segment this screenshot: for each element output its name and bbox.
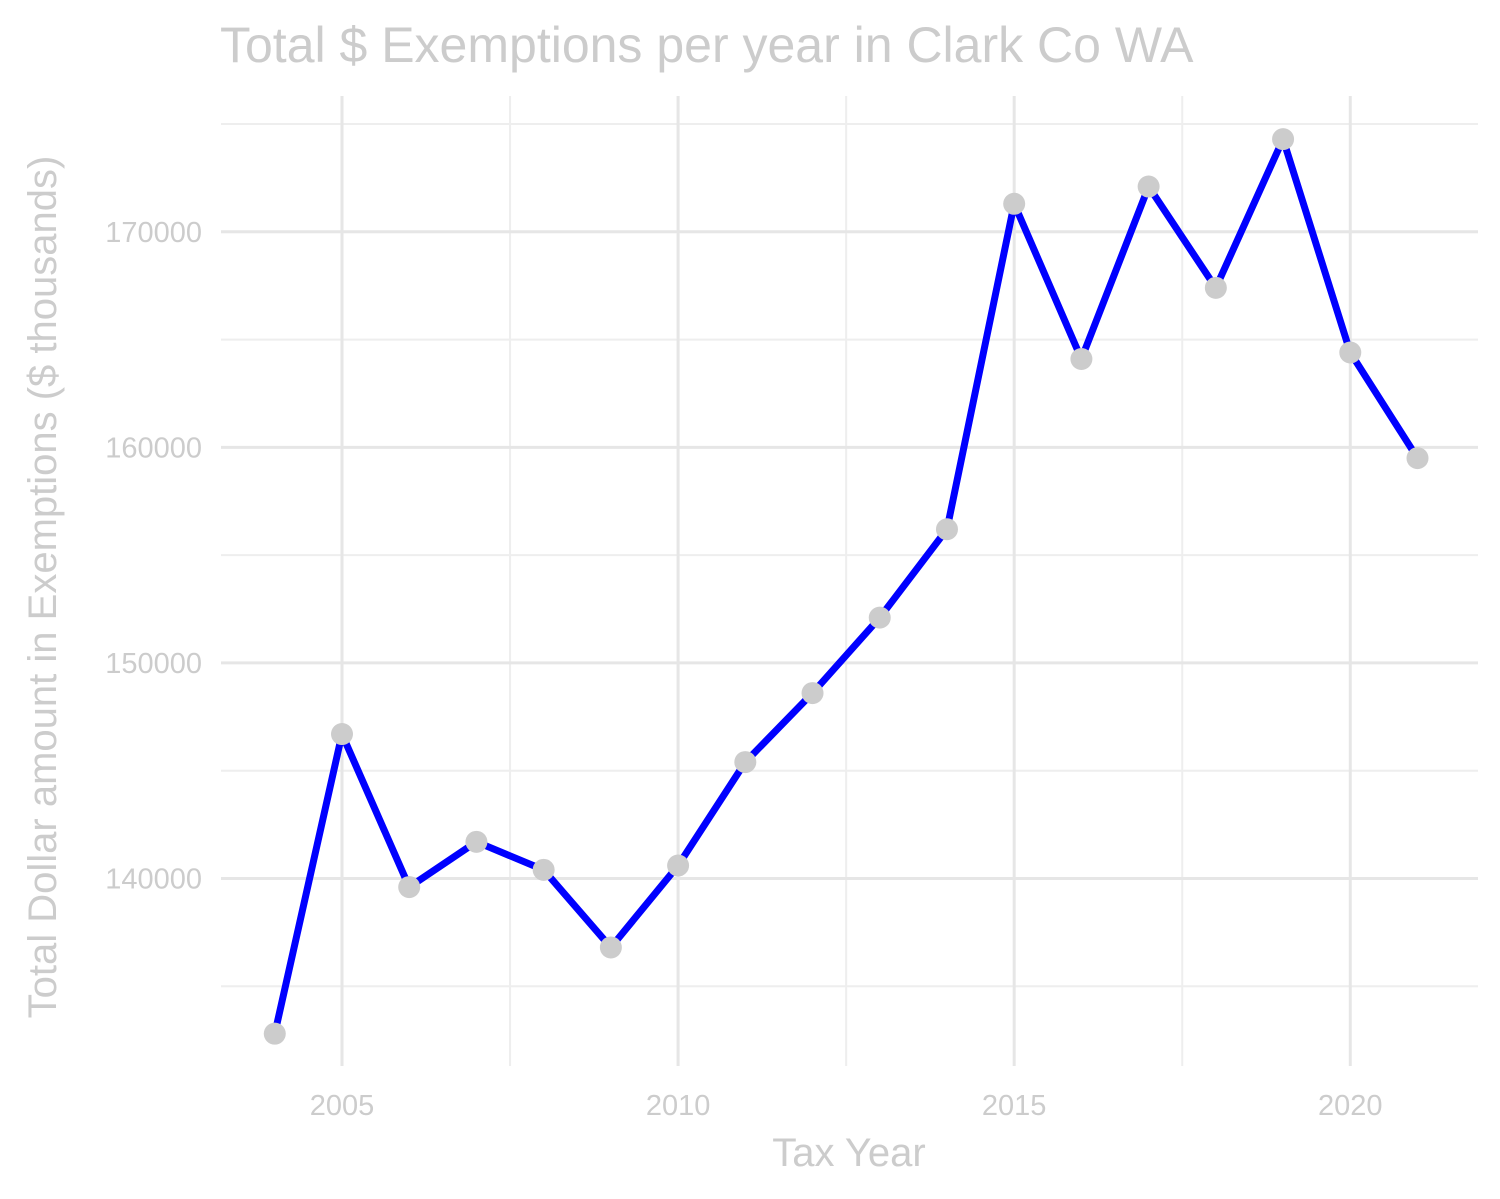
data-point <box>1137 175 1160 198</box>
series-line <box>271 135 1422 1038</box>
data-point <box>599 936 622 959</box>
y-tick-label: 140000 <box>105 863 202 895</box>
data-point <box>1406 447 1429 470</box>
grid <box>221 96 1478 1066</box>
y-axis-ticks: 140000 150000 160000 170000 <box>105 217 202 896</box>
data-point <box>1204 276 1227 299</box>
x-tick-label: 2020 <box>1318 1090 1383 1122</box>
y-tick-label: 170000 <box>105 217 202 249</box>
data-point <box>1339 341 1362 364</box>
data-point <box>465 830 488 853</box>
data-point <box>801 682 824 705</box>
data-points <box>263 128 1429 1045</box>
data-point <box>330 723 353 746</box>
data-point <box>868 606 891 629</box>
data-point <box>935 518 958 541</box>
x-tick-label: 2015 <box>982 1090 1047 1122</box>
y-tick-label: 160000 <box>105 432 202 464</box>
chart-title: Total $ Exemptions per year in Clark Co … <box>220 17 1194 73</box>
data-point <box>398 876 421 899</box>
data-point <box>1003 192 1026 215</box>
data-point <box>667 854 690 877</box>
data-point <box>1272 128 1295 151</box>
x-tick-label: 2005 <box>310 1090 375 1122</box>
x-axis-label: Tax Year <box>772 1131 925 1175</box>
data-point <box>263 1022 286 1045</box>
y-axis-label: Total Dollar amount in Exemptions ($ tho… <box>21 156 65 1019</box>
x-tick-label: 2010 <box>646 1090 711 1122</box>
series-polyline <box>271 135 1422 1038</box>
data-point <box>532 858 555 881</box>
data-point <box>1070 347 1093 370</box>
y-tick-label: 150000 <box>105 648 202 680</box>
x-axis-ticks: 2005 2010 2015 2020 <box>310 1090 1383 1122</box>
data-point <box>734 751 757 774</box>
